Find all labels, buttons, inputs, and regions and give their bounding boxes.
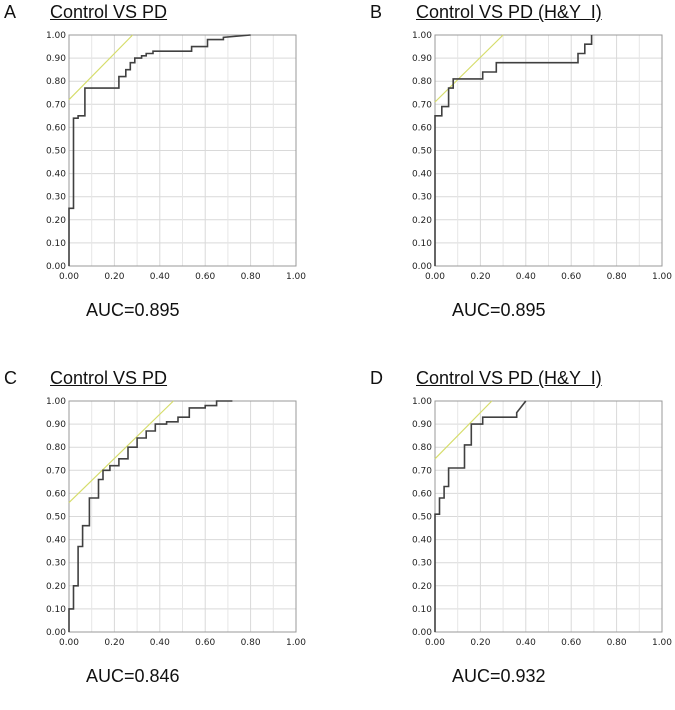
y-tick-label: 0.10	[46, 239, 66, 249]
panel-letter: C	[4, 368, 17, 388]
y-tick-label: 0.30	[46, 559, 66, 569]
y-tick-label: 0.80	[412, 443, 432, 453]
y-tick-label: 0.40	[412, 170, 432, 180]
y-tick-label: 0.20	[412, 216, 432, 226]
chart-title: Control VS PD	[50, 2, 168, 22]
x-tick-label: 1.00	[286, 272, 306, 282]
y-tick-label: 0.80	[46, 443, 66, 453]
y-tick-label: 0.20	[46, 582, 66, 592]
x-tick-label: 0.00	[59, 272, 79, 282]
x-tick-label: 0.40	[150, 638, 170, 648]
y-tick-label: 1.00	[412, 31, 432, 41]
x-tick-label: 0.60	[561, 638, 581, 648]
y-tick-label: 0.90	[46, 420, 66, 430]
x-tick-label: 0.80	[241, 272, 261, 282]
roc-curve	[434, 35, 593, 266]
y-tick-label: 0.00	[412, 628, 432, 638]
chart-title: Control VS PD (H&Y I)	[416, 2, 602, 22]
x-tick-label: 0.60	[195, 272, 215, 282]
panel-c: C Control VS PD 0.00 0.10 0.20 0.30 0.40 0.50…	[0, 366, 337, 710]
x-tick-label: 0.20	[104, 638, 124, 648]
y-tick-label: 0.40	[412, 536, 432, 546]
chart-title: Control VS PD	[50, 368, 168, 388]
panel-d: D Control VS PD (H&Y I) 0.00 0.10 0.20 0.30…	[366, 366, 675, 710]
y-tick-label: 0.80	[46, 77, 66, 87]
y-tick-label: 0.10	[412, 239, 432, 249]
y-tick-label: 1.00	[46, 397, 66, 407]
x-tick-label: 1.00	[652, 638, 672, 648]
reference-line	[434, 400, 493, 460]
y-tick-label: 0.10	[46, 605, 66, 615]
y-tick-label: 0.50	[412, 513, 432, 523]
y-tick-label: 0.90	[412, 420, 432, 430]
plot-frame	[68, 34, 297, 267]
y-tick-label: 0.90	[46, 54, 66, 64]
reference-line	[68, 34, 134, 101]
y-tick-label: 0.70	[46, 100, 66, 110]
y-tick-label: 0.60	[46, 123, 66, 133]
x-tick-label: 0.80	[607, 272, 627, 282]
y-tick-label: 0.80	[412, 77, 432, 87]
x-tick-label: 0.20	[470, 272, 490, 282]
roc-curve	[434, 400, 527, 632]
x-tick-label: 0.60	[561, 272, 581, 282]
x-tick-label: 0.40	[516, 638, 536, 648]
y-tick-label: 0.50	[46, 147, 66, 157]
chart-title: Control VS PD (H&Y I)	[416, 368, 602, 388]
plot-frame	[68, 400, 297, 633]
y-tick-label: 0.50	[46, 513, 66, 523]
x-tick-label: 0.40	[150, 272, 170, 282]
x-tick-label: 0.80	[607, 638, 627, 648]
y-tick-label: 0.90	[412, 54, 432, 64]
x-tick-label: 0.00	[425, 638, 445, 648]
y-tick-label: 0.60	[412, 489, 432, 499]
roc-curve	[68, 400, 233, 632]
y-tick-label: 0.70	[46, 466, 66, 476]
panel-letter: D	[370, 368, 383, 388]
panel-b: B Control VS PD (H&Y I) 0.00 0.10 0.20 0.30…	[366, 0, 675, 344]
auc-label: AUC=0.895	[86, 300, 180, 320]
y-tick-label: 0.30	[412, 193, 432, 203]
auc-label: AUC=0.932	[452, 666, 546, 686]
x-tick-label: 1.00	[652, 272, 672, 282]
y-tick-label: 0.70	[412, 100, 432, 110]
y-tick-label: 1.00	[46, 31, 66, 41]
x-tick-label: 0.20	[104, 272, 124, 282]
reference-line	[434, 34, 504, 103]
y-tick-label: 0.00	[46, 262, 66, 272]
roc-chart: 0.00 0.10 0.20 0.30 0.40 0.50 0.60 0.70 0.80 0.90…	[46, 31, 306, 282]
roc-chart: 0.00 0.10 0.20 0.30 0.40 0.50 0.60 0.70 0.80 0.90…	[46, 397, 306, 648]
x-tick-label: 0.80	[241, 638, 261, 648]
roc-chart: 0.00 0.10 0.20 0.30 0.40 0.50 0.60 0.70 0.80 0.90…	[412, 397, 672, 648]
y-tick-label: 0.10	[412, 605, 432, 615]
auc-label: AUC=0.846	[86, 666, 180, 686]
x-tick-label: 1.00	[286, 638, 306, 648]
y-tick-label: 0.40	[46, 536, 66, 546]
y-tick-label: 0.00	[46, 628, 66, 638]
y-tick-label: 0.60	[46, 489, 66, 499]
y-tick-label: 0.00	[412, 262, 432, 272]
y-tick-label: 0.30	[46, 193, 66, 203]
reference-line	[68, 400, 174, 504]
x-tick-label: 0.40	[516, 272, 536, 282]
y-tick-label: 0.20	[412, 582, 432, 592]
roc-curve	[68, 34, 251, 266]
y-tick-label: 0.60	[412, 123, 432, 133]
y-tick-label: 0.50	[412, 147, 432, 157]
y-tick-label: 0.40	[46, 170, 66, 180]
panel-letter: A	[4, 2, 17, 22]
y-tick-label: 0.20	[46, 216, 66, 226]
panel-a: A Control VS PD 0.00 0.10 0.20 0.30 0.40 0.50…	[0, 0, 337, 344]
auc-label: AUC=0.895	[452, 300, 546, 320]
y-tick-label: 0.30	[412, 559, 432, 569]
x-tick-label: 0.20	[470, 638, 490, 648]
roc-chart: 0.00 0.10 0.20 0.30 0.40 0.50 0.60 0.70 0.80 0.90…	[412, 31, 672, 282]
y-tick-label: 1.00	[412, 397, 432, 407]
y-tick-label: 0.70	[412, 466, 432, 476]
panel-letter: B	[370, 2, 383, 22]
x-tick-label: 0.00	[59, 638, 79, 648]
x-tick-label: 0.00	[425, 272, 445, 282]
x-tick-label: 0.60	[195, 638, 215, 648]
